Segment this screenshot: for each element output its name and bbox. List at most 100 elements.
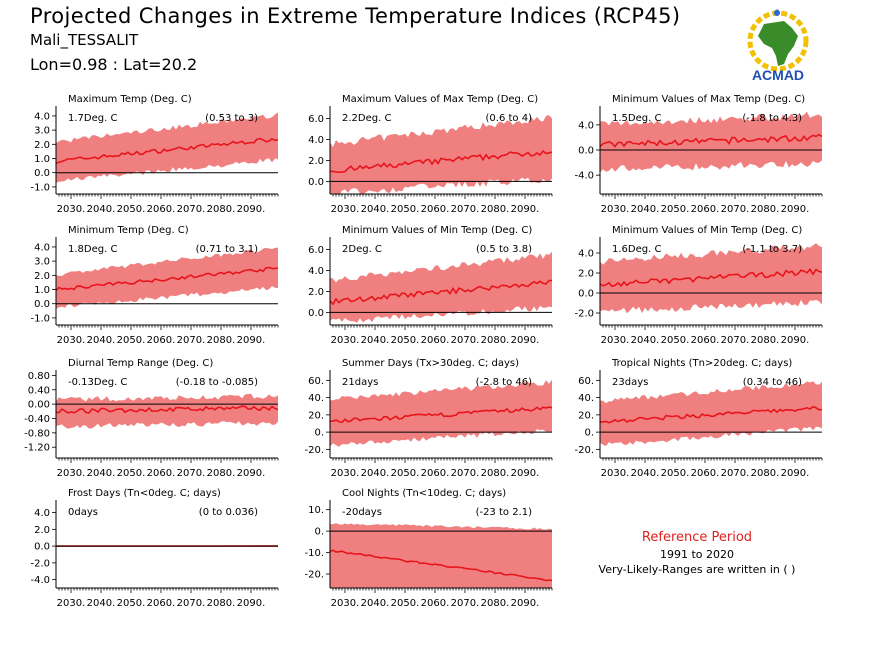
x-tick-label: 2050. (391, 468, 420, 479)
x-tick-label: 2050. (117, 468, 146, 479)
x-tick-label: 2060. (421, 335, 450, 346)
likely-range-label: (-0.18 to -0.085) (176, 377, 258, 388)
ensemble-mean-line (330, 549, 552, 582)
y-tick-label: -0.40 (24, 414, 50, 425)
x-tick-label: 2080. (751, 468, 780, 479)
x-tick-label: 2070. (721, 335, 750, 346)
chart-title: Minimum Values of Min Temp (Deg. C) (342, 225, 532, 236)
change-value-label: 23days (612, 377, 648, 388)
x-tick-label: 2060. (147, 468, 176, 479)
y-tick-label: 4.0 (34, 508, 50, 519)
page-title: Projected Changes in Extreme Temperature… (30, 4, 681, 28)
x-tick-label: 2050. (661, 204, 690, 215)
x-tick-label: 2080. (751, 204, 780, 215)
x-tick-label: 2060. (421, 598, 450, 609)
x-tick-label: 2050. (661, 468, 690, 479)
y-tick-label: 2.0 (578, 269, 594, 280)
x-tick-label: 2090. (511, 468, 540, 479)
x-tick-label: 2040. (87, 468, 116, 479)
change-value-label: 1.8Deg. C (68, 244, 117, 255)
y-tick-label: -0.80 (24, 428, 50, 439)
change-value-label: -0.13Deg. C (68, 377, 127, 388)
x-tick-label: 2090. (237, 204, 266, 215)
chart-panel-2: 2030. 2040. 2050. 2060. 2070. 2080. 2090. 6.0 4.… (308, 94, 553, 215)
station-coordinates: Lon=0.98 : Lat=20.2 (30, 55, 198, 74)
chart-title: Cool Nights (Tn<10deg. C; days) (342, 488, 506, 499)
chart-title: Summer Days (Tx>30deg. C; days) (342, 358, 519, 369)
y-tick-label: 20. (578, 410, 594, 421)
likely-range-band (600, 111, 822, 173)
change-value-label: 2.2Deg. C (342, 113, 391, 124)
y-tick-label: -20. (574, 445, 594, 456)
x-tick-label: 2050. (661, 335, 690, 346)
y-tick-label: 0.0 (308, 308, 324, 319)
change-value-label: 2Deg. C (342, 244, 382, 255)
y-tick-label: -4.0 (30, 575, 50, 586)
change-value-label: 1.6Deg. C (612, 244, 661, 255)
x-tick-label: 2090. (237, 598, 266, 609)
chart-title: Tropical Nights (Tn>20deg. C; days) (611, 358, 792, 369)
x-tick-label: 2030. (57, 335, 86, 346)
y-tick-label: 0.00 (28, 400, 50, 411)
x-tick-label: 2050. (391, 335, 420, 346)
acmad-logo: ACMAD (747, 9, 809, 83)
y-tick-label: 6.0 (308, 245, 324, 256)
x-tick-label: 2070. (177, 204, 206, 215)
y-tick-label: 4.0 (578, 120, 594, 131)
likely-range-band (56, 112, 278, 183)
likely-range-band (330, 523, 552, 588)
x-tick-label: 2080. (481, 468, 510, 479)
x-tick-label: 2090. (781, 335, 810, 346)
likely-range-band (600, 243, 822, 314)
x-tick-label: 2040. (631, 335, 660, 346)
x-tick-label: 2070. (721, 204, 750, 215)
x-tick-label: 2080. (481, 335, 510, 346)
x-tick-label: 2040. (631, 468, 660, 479)
chart-title: Frost Days (Tn<0deg. C; days) (68, 488, 221, 499)
likely-range-band (330, 115, 552, 194)
x-tick-label: 2070. (177, 468, 206, 479)
x-tick-label: 2030. (601, 335, 630, 346)
ensemble-mean-line (600, 133, 822, 148)
logo-text: ACMAD (752, 67, 804, 83)
x-tick-label: 2070. (451, 598, 480, 609)
y-tick-label: 2.0 (34, 525, 50, 536)
chart-panel-3: 2030. 2040. 2050. 2060. 2070. 2080. 2090. 4.0 0.… (574, 94, 823, 215)
x-tick-label: 2060. (147, 204, 176, 215)
y-tick-label: -20. (304, 445, 324, 456)
x-tick-label: 2070. (451, 335, 480, 346)
x-tick-label: 2030. (331, 204, 360, 215)
y-tick-label: 3.0 (34, 257, 50, 268)
chart-title: Maximum Temp (Deg. C) (68, 94, 192, 105)
y-tick-label: 40. (578, 393, 594, 404)
chart-panel-4: 2030. 2040. 2050. 2060. 2070. 2080. 2090. 4.0 3.… (30, 225, 279, 346)
x-tick-label: 2060. (691, 468, 720, 479)
y-tick-label: -10. (304, 548, 324, 559)
chart-title: Minimum Temp (Deg. C) (68, 225, 189, 236)
likely-range-label: (0.34 to 46) (743, 377, 802, 388)
x-tick-label: 2080. (751, 335, 780, 346)
x-tick-label: 2080. (207, 335, 236, 346)
ensemble-mean-line (330, 279, 552, 306)
change-value-label: 1.5Deg. C (612, 113, 661, 124)
y-tick-label: -2.0 (574, 309, 594, 320)
x-tick-label: 2040. (631, 204, 660, 215)
y-tick-label: -4.0 (574, 171, 594, 182)
y-tick-label: 0.0 (34, 168, 50, 179)
y-tick-label: 0.0 (34, 299, 50, 310)
change-value-label: 0days (68, 507, 98, 518)
x-tick-label: 2030. (331, 335, 360, 346)
likely-range-label: (0.5 to 3.8) (476, 244, 532, 255)
ensemble-mean-line (330, 149, 552, 174)
ensemble-mean-line (56, 266, 278, 292)
likely-range-label: (0.53 to 3) (205, 113, 258, 124)
change-value-label: -20days (342, 507, 382, 518)
x-tick-label: 2090. (511, 598, 540, 609)
y-tick-label: 20. (308, 410, 324, 421)
x-tick-label: 2050. (391, 598, 420, 609)
y-tick-label: 1.0 (34, 154, 50, 165)
x-tick-label: 2040. (87, 335, 116, 346)
likely-range-label: (0.71 to 3.1) (196, 244, 258, 255)
y-tick-label: 0.0 (578, 289, 594, 300)
